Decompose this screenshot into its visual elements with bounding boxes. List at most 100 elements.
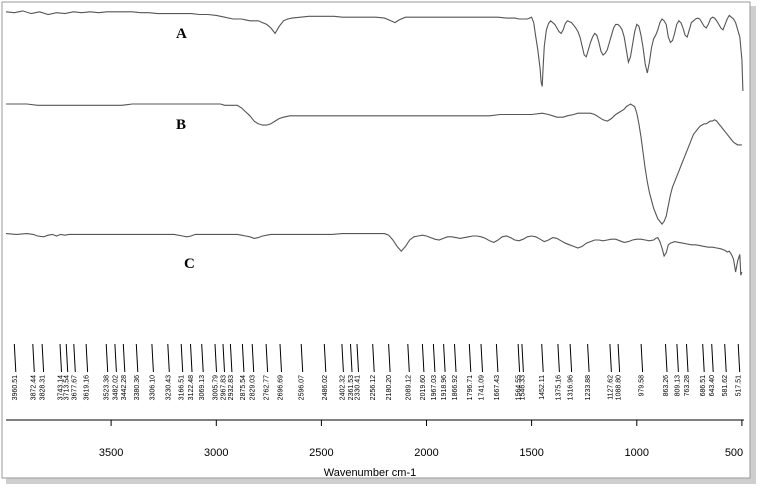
- peak-label: 763.28: [684, 375, 691, 397]
- peak-label: 2019.60: [420, 375, 427, 400]
- peak-label: 2762.77: [264, 375, 271, 400]
- peak-label: 3743.14: [58, 375, 65, 400]
- peak-label: 2402.32: [339, 375, 346, 400]
- peak-label: 3442.28: [121, 375, 128, 400]
- peak-marker: [421, 343, 425, 373]
- peak-marker: [59, 343, 62, 373]
- plot-area: ABC 3960.51 3872.44 3828.31 3743.14 3713.54 3…: [5, 10, 744, 479]
- peak-label: 3380.36: [134, 375, 141, 400]
- peak-marker: [229, 343, 233, 373]
- series-label-layer: A B C: [176, 26, 195, 272]
- x-tick-label: 3500: [99, 447, 123, 459]
- peak-marker: [617, 343, 621, 373]
- x-tick-layer: 3500 3000 2500 2000 1500 1000 500: [99, 420, 743, 459]
- peak-label: 2829.03: [250, 375, 257, 400]
- series-line-c: [5, 233, 743, 276]
- peak-marker: [13, 343, 17, 373]
- peak-marker: [676, 343, 679, 373]
- peak-label: 2875.54: [240, 375, 247, 400]
- peak-marker: [300, 343, 304, 373]
- peak-label-layer: 3960.51 3872.44 3828.31 3743.14 3713.54 3677.…: [12, 343, 743, 400]
- peak-marker: [443, 343, 446, 373]
- peak-marker: [190, 343, 193, 373]
- peak-label: 3677.67: [71, 375, 78, 400]
- peak-marker: [167, 343, 170, 373]
- peak-marker: [251, 343, 255, 373]
- peak-marker: [73, 343, 76, 373]
- peak-marker: [350, 343, 353, 373]
- peak-marker: [432, 343, 436, 373]
- peak-label: 1088.80: [616, 375, 623, 400]
- peak-label: 3166.51: [179, 375, 186, 400]
- peak-label: 2361.53: [348, 375, 355, 400]
- peak-marker: [265, 343, 269, 373]
- peak-marker: [665, 343, 668, 373]
- peak-label: 581.62: [722, 375, 729, 397]
- peak-marker: [65, 343, 69, 373]
- peak-marker: [241, 343, 245, 373]
- peak-marker: [114, 343, 117, 373]
- peak-label: 3960.51: [12, 375, 19, 400]
- series-layer: [5, 10, 744, 276]
- peak-marker: [569, 343, 573, 373]
- peak-marker: [686, 343, 689, 373]
- peak-label: 686.51: [700, 375, 707, 397]
- peak-marker: [122, 343, 126, 373]
- x-tick-label: 1000: [625, 447, 649, 459]
- peak-marker: [105, 343, 109, 373]
- peak-marker: [702, 343, 705, 373]
- peak-label: 643.40: [709, 375, 716, 397]
- peak-marker: [724, 343, 727, 373]
- peak-label: 3306.10: [149, 375, 156, 400]
- peak-marker: [323, 343, 327, 373]
- series-label-a: A: [176, 26, 187, 42]
- peak-label: 3482.02: [112, 375, 119, 400]
- peak-label: 2486.02: [322, 375, 329, 400]
- peak-label: 3713.54: [64, 375, 71, 400]
- peak-label: 1127.62: [607, 375, 614, 400]
- peak-label: 1564.55: [516, 375, 523, 400]
- peak-label: 3005.79: [213, 375, 220, 400]
- peak-label: 1967.03: [431, 375, 438, 400]
- peak-label: 3872.44: [30, 375, 37, 400]
- peak-marker: [407, 343, 410, 373]
- peak-label: 809.13: [674, 375, 681, 397]
- peak-label: 3069.13: [199, 375, 206, 400]
- peak-marker: [480, 343, 483, 373]
- peak-marker: [32, 343, 35, 373]
- peak-marker: [151, 343, 154, 373]
- peak-label: 3828.31: [40, 375, 47, 400]
- peak-label: 1667.43: [494, 375, 501, 400]
- series-label-b: B: [176, 117, 186, 133]
- peak-marker: [201, 343, 204, 373]
- peak-label: 2330.41: [355, 375, 362, 400]
- series-label-c: C: [184, 256, 195, 272]
- peak-label: 1452.11: [539, 375, 546, 400]
- peak-marker: [557, 343, 560, 373]
- peak-marker: [279, 343, 282, 373]
- peak-marker: [711, 343, 714, 373]
- peak-label: 517.51: [736, 375, 743, 397]
- x-tick-label: 2500: [309, 447, 333, 459]
- peak-label: 979.58: [639, 375, 646, 397]
- peak-marker: [222, 343, 225, 373]
- peak-marker: [356, 343, 359, 373]
- peak-marker: [609, 343, 612, 373]
- peak-label: 1316.96: [568, 375, 575, 400]
- peak-marker: [372, 343, 375, 373]
- peak-label: 2089.12: [405, 375, 412, 400]
- peak-marker: [541, 343, 544, 373]
- peak-marker: [180, 343, 184, 373]
- peak-marker: [41, 343, 45, 373]
- series-line-b: [6, 103, 742, 225]
- peak-marker: [454, 343, 457, 373]
- peak-label: 1796.71: [467, 375, 474, 400]
- peak-label: 1375.16: [555, 375, 562, 400]
- peak-marker: [468, 343, 472, 373]
- peak-marker: [640, 343, 644, 373]
- peak-marker: [135, 343, 139, 373]
- peak-label: 2932.83: [228, 375, 235, 400]
- peak-label: 3122.48: [188, 375, 195, 400]
- peak-label: 1741.09: [479, 375, 486, 400]
